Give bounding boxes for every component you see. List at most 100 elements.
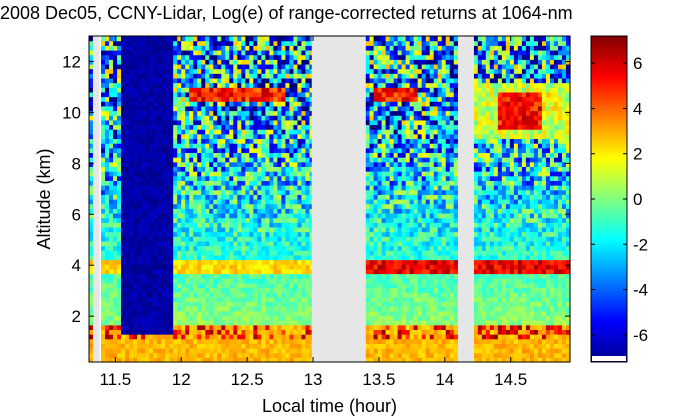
heatmap-cell	[137, 268, 142, 275]
heatmap-cell	[421, 161, 427, 167]
heatmap-cell	[385, 259, 391, 265]
heatmap-cell	[381, 91, 387, 98]
heatmap-cell	[117, 87, 122, 93]
heatmap-cell	[133, 68, 138, 74]
heatmap-cell	[217, 129, 222, 135]
heatmap-cell	[265, 240, 270, 247]
heatmap-cell	[145, 310, 150, 317]
heatmap-cell	[185, 175, 190, 181]
heatmap-cell	[173, 203, 178, 209]
heatmap-cell	[393, 45, 399, 51]
heatmap-cell	[181, 320, 186, 326]
heatmap-cell	[209, 320, 214, 326]
heatmap-cell	[417, 348, 423, 354]
heatmap-cell	[289, 129, 295, 135]
heatmap-cell	[393, 208, 399, 214]
heatmap-cell	[117, 63, 122, 70]
heatmap-cell	[197, 348, 202, 354]
heatmap-cell	[369, 49, 375, 56]
heatmap-cell	[161, 147, 166, 154]
heatmap-cell	[265, 278, 270, 284]
heatmap-cell	[157, 119, 162, 126]
heatmap-cell	[421, 105, 427, 112]
heatmap-cell	[289, 352, 295, 358]
heatmap-cell	[413, 87, 419, 93]
heatmap-cell	[237, 352, 242, 358]
heatmap-cell	[433, 334, 439, 340]
heatmap-cell	[189, 310, 194, 317]
heatmap-cell	[381, 185, 387, 191]
heatmap-cell	[293, 296, 299, 303]
heatmap-cell	[201, 268, 206, 275]
heatmap-cell	[149, 324, 154, 330]
heatmap-cell	[389, 96, 395, 102]
heatmap-cell	[229, 180, 234, 186]
heatmap-cell	[133, 343, 138, 349]
heatmap-cell	[245, 287, 250, 293]
heatmap-cell	[297, 101, 303, 107]
heatmap-cell	[217, 352, 222, 358]
heatmap-cell	[233, 143, 238, 149]
heatmap-cell	[409, 171, 415, 177]
heatmap-cell	[377, 334, 383, 340]
heatmap-cell	[393, 268, 399, 275]
heatmap-cell	[205, 110, 210, 116]
heatmap-cell	[121, 296, 126, 303]
heatmap-cell	[229, 110, 234, 116]
heatmap-cell	[117, 101, 122, 107]
heatmap-cell	[385, 222, 391, 228]
heatmap-cell	[365, 343, 371, 349]
heatmap-cell	[245, 338, 250, 344]
heatmap-cell	[297, 301, 303, 307]
heatmap-cell	[405, 166, 411, 172]
heatmap-cell	[277, 54, 282, 60]
heatmap-cell	[221, 222, 226, 228]
heatmap-cell	[401, 352, 407, 358]
heatmap-cell	[209, 157, 214, 163]
heatmap-cell	[261, 143, 266, 149]
heatmap-cell	[213, 68, 218, 74]
heatmap-cell	[297, 226, 303, 233]
heatmap-cell	[197, 40, 202, 46]
heatmap-cell	[285, 320, 291, 326]
heatmap-cell	[145, 254, 150, 261]
heatmap-cell	[401, 231, 407, 237]
heatmap-cell	[253, 282, 258, 289]
heatmap-cell	[205, 124, 210, 130]
heatmap-cell	[153, 124, 158, 130]
heatmap-cell	[245, 278, 250, 284]
heatmap-cell	[153, 133, 158, 140]
heatmap-cell	[305, 236, 311, 242]
heatmap-cell	[233, 254, 238, 261]
heatmap-cell	[89, 54, 94, 60]
heatmap-cell	[377, 124, 383, 130]
heatmap-cell	[129, 101, 134, 107]
heatmap-cell	[141, 49, 146, 56]
heatmap-cell	[133, 278, 138, 284]
heatmap-cell	[257, 268, 262, 275]
heatmap-cell	[245, 124, 250, 130]
heatmap-cell	[369, 63, 375, 70]
heatmap-cell	[365, 185, 371, 191]
heatmap-cell	[205, 278, 210, 284]
heatmap-cell	[173, 315, 178, 321]
heatmap-cell	[121, 119, 126, 126]
heatmap-cell	[261, 217, 266, 223]
heatmap-cell	[113, 157, 118, 163]
heatmap-cell	[265, 73, 270, 79]
heatmap-cell	[397, 189, 403, 195]
heatmap-cell	[417, 212, 423, 219]
heatmap-cell	[373, 208, 379, 214]
heatmap-cell	[409, 282, 415, 289]
heatmap-cell	[249, 203, 254, 209]
heatmap-cell	[173, 329, 178, 335]
heatmap-cell	[189, 87, 194, 93]
heatmap-cell	[225, 73, 230, 79]
heatmap-cell	[265, 268, 270, 275]
heatmap-cell	[197, 296, 202, 303]
heatmap-cell	[177, 343, 182, 349]
heatmap-cell	[229, 59, 234, 65]
heatmap-cell	[241, 157, 246, 163]
heatmap-cell	[229, 334, 234, 340]
heatmap-cell	[101, 245, 106, 251]
